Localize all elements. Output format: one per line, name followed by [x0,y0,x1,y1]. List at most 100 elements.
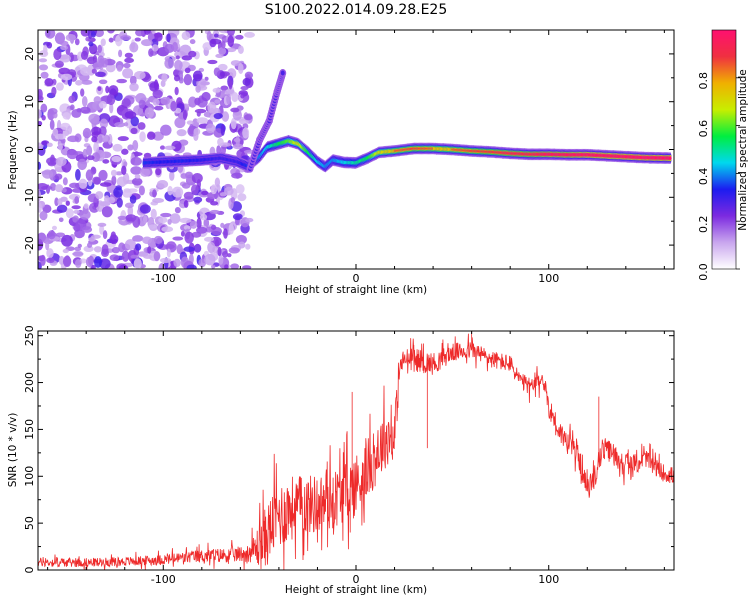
spectrogram-noise-blob [171,186,184,198]
x-tick-label: 0 [353,272,360,285]
spectrogram-noise-blob [55,156,67,167]
spectrogram-noise-blob [235,234,247,245]
spectrogram-noise-blob [86,145,93,156]
spectrogram-noise-blob [38,109,42,119]
spectrogram-noise-blob [207,191,219,200]
spectrogram-noise-blob [46,42,53,49]
spectrogram-noise-blob [83,203,89,209]
spectrogram-noise-blob [189,220,198,229]
spectrogram-ylabel: Frequency (Hz) [7,110,19,189]
spectrogram-noise-blob [95,71,106,78]
spectrogram-noise-blobs [38,30,256,269]
spectrogram-noise-blob [51,225,57,231]
spectrogram-noise-blob [113,187,123,198]
spectrogram-noise-blob [173,74,180,82]
spectrogram-noise-blob [207,59,218,65]
spectrogram-noise-blob [117,136,129,142]
spectrogram-noise-blob [88,113,100,124]
spectrogram-noise-blob [182,109,188,121]
spectrogram-noise-blob [217,63,228,71]
spectrogram-noise-blob [38,190,42,202]
spectrogram-noise-blob [144,107,155,119]
spectrogram-noise-blob [191,172,203,184]
y-tick-label: 10 [23,95,36,109]
spectrogram-noise-blob [92,176,101,185]
spectrogram-noise-blob [218,30,230,34]
spectrogram-noise-blob [101,248,109,258]
spectrogram-noise-blob [230,196,236,204]
spectrogram-noise-blob [111,246,120,254]
spectrogram-noise-blob [222,250,229,258]
spectrogram-noise-blob [152,98,160,106]
spectrogram-noise-blob [99,126,107,137]
spectrogram-noise-blob [171,41,178,53]
spectrogram-noise-blob [216,145,221,156]
spectrogram-noise-blob [111,175,117,186]
x-tick-label: 100 [538,573,559,586]
spectrogram-noise-blob [122,67,134,79]
y-tick-label: 20 [23,47,36,61]
spectrogram-noise-blob [196,111,201,117]
spectrogram-noise-blob [205,123,216,134]
spectrogram-noise-blob [130,254,140,259]
spectrogram-noise-blob [245,243,251,250]
spectrogram-noise-blob [198,258,207,268]
spectrogram-noise-blob [121,98,131,107]
spectrogram-noise-blob [134,174,141,179]
y-tick-label: 100 [23,466,36,487]
spectrogram-noise-blob [230,263,240,269]
spectrogram-noise-blob [46,257,55,264]
spectrogram-noise-blob [67,135,79,143]
spectrogram-side-branch [246,69,287,173]
spectrogram-noise-blob [124,202,134,209]
spectrogram-noise-blob [91,264,96,269]
spectrogram-noise-blob [230,117,237,130]
spectrogram-noise-blob [160,124,172,136]
spectrogram-noise-blob [180,230,185,237]
x-tick-label: 100 [538,272,559,285]
spectrogram-noise-blob [174,86,179,96]
spectrogram-noise-blob [238,241,246,249]
spectrogram-noise-blob [196,117,209,124]
spectrogram-noise-blob [100,38,106,47]
spectrogram-noise-blob [65,200,70,206]
spectrogram-noise-blob [240,93,245,99]
spectrogram-noise-blob [153,79,159,91]
spectrogram-noise-blob [93,96,102,105]
spectrogram-noise-blob [69,182,80,189]
spectrogram-noise-blob [77,243,82,248]
spectrogram-noise-blob [124,57,135,63]
spectrogram-noise-blob [54,184,64,193]
spectrogram-noise-blob [132,215,141,228]
snr-ylabel: SNR (10 * v/v) [7,413,19,488]
spectrogram-noise-blob [218,255,224,265]
spectrogram-noise-blob [148,224,157,229]
spectrogram-xlabel: Height of straight line (km) [285,284,427,296]
spectrogram-noise-blob [75,168,81,181]
spectrogram-noise-blob [153,32,163,38]
colorbar-tick-label: 0.4 [697,168,710,186]
spectrogram-noise-blob [110,231,116,241]
spectrogram-noise-blob [236,149,245,158]
spectrogram-noise-blob [155,168,162,176]
spectrogram-noise-blob [220,124,226,136]
y-tick-label: 0 [23,567,36,574]
spectrogram-noise-blob [124,111,137,119]
y-tick-label: -10 [23,188,36,206]
spectrogram-noise-blob [153,105,164,111]
spectrogram-noise-blob [38,183,48,191]
spectrogram-noise-blob [221,40,226,49]
colorbar-gradient [711,29,737,270]
spectrogram-noise-blob [41,115,46,121]
spectrogram-noise-blob [80,50,89,60]
spectrogram-noise-blob [180,173,188,179]
spectrogram-noise-blob [59,40,69,47]
spectrogram-noise-blob [40,254,46,266]
spectrogram-noise-blob [61,234,73,247]
spectrogram-noise-blob [228,247,240,254]
spectrogram-noise-blob [118,49,123,58]
spectrogram-noise-blob [146,131,156,140]
spectrogram-noise-blob [181,31,191,40]
spectrogram-noise-blob [169,213,181,224]
